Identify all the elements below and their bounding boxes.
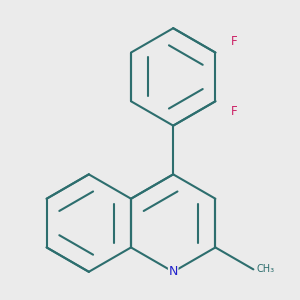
Text: F: F — [230, 105, 237, 119]
Text: CH₃: CH₃ — [257, 264, 275, 274]
Text: N: N — [169, 265, 178, 278]
Text: F: F — [230, 35, 237, 49]
